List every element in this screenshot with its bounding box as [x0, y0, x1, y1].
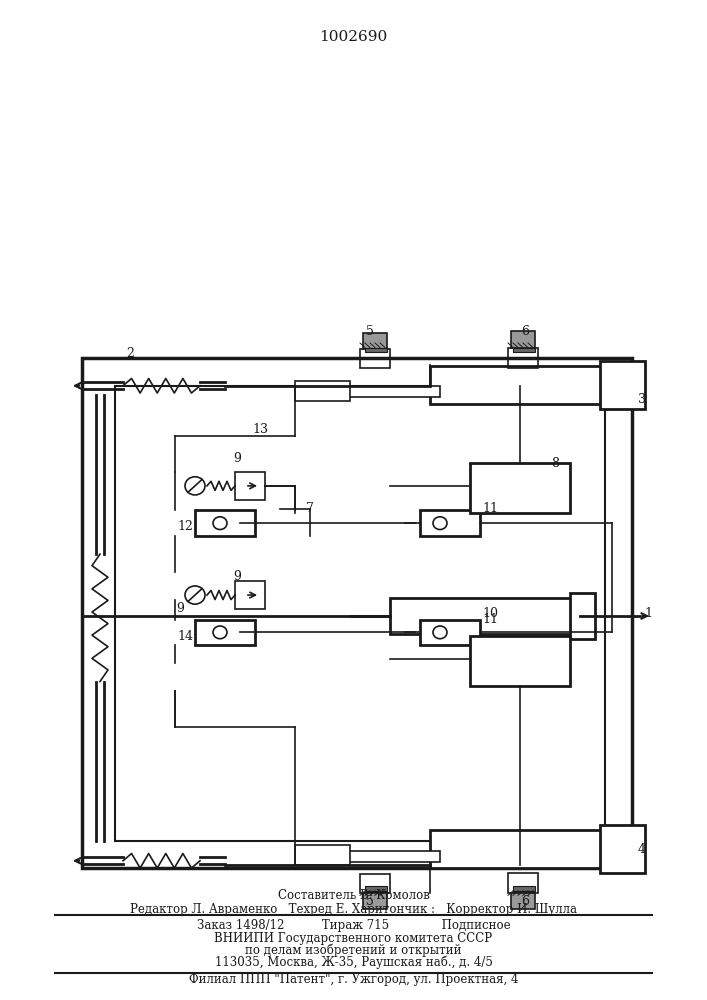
Text: 9: 9	[233, 452, 241, 465]
Bar	[115, 386, 605, 841]
Text: 8: 8	[551, 457, 559, 470]
Text: 12: 12	[177, 520, 193, 533]
Text: по делам изобретений и открытий: по делам изобретений и открытий	[245, 943, 462, 957]
Text: 6: 6	[521, 325, 529, 338]
Bar	[195, 510, 255, 536]
Text: ВНИИПИ Государственного комитета СССР: ВНИИПИ Государственного комитета СССР	[214, 932, 493, 945]
Text: 6: 6	[521, 895, 529, 908]
Text: 2: 2	[126, 347, 134, 360]
Text: Редактор Л. Авраменко   Техред Е. Харитончик :   Корректор И. Шулла: Редактор Л. Авраменко Техред Е. Харитонч…	[130, 902, 577, 916]
Bar	[295, 845, 350, 865]
Bar	[295, 381, 350, 401]
Text: 1: 1	[644, 607, 652, 620]
Bar	[340, 386, 440, 397]
Bar	[513, 348, 535, 352]
Bar	[430, 366, 610, 404]
Bar	[600, 361, 645, 408]
Text: 113035, Москва, Ж-35, Раушская наб., д. 4/5: 113035, Москва, Ж-35, Раушская наб., д. …	[214, 955, 493, 969]
Text: 9: 9	[176, 602, 184, 615]
Bar	[513, 886, 535, 891]
Bar	[360, 349, 390, 368]
Bar	[363, 893, 387, 909]
Text: Заказ 1498/12          Тираж 715              Подписное: Заказ 1498/12 Тираж 715 Подписное	[197, 919, 510, 932]
Bar	[600, 825, 645, 873]
Text: 10: 10	[482, 607, 498, 620]
Bar	[340, 851, 440, 862]
Bar	[508, 873, 538, 893]
Bar	[390, 598, 580, 634]
Bar	[82, 358, 632, 868]
Bar	[195, 620, 255, 645]
Bar	[470, 463, 570, 513]
Bar	[365, 886, 387, 891]
Bar	[420, 620, 480, 645]
Text: 11: 11	[482, 613, 498, 626]
Bar	[470, 636, 570, 686]
Text: 13: 13	[252, 423, 268, 436]
Text: 7: 7	[306, 502, 314, 515]
Bar	[360, 874, 390, 893]
Text: Составитель В. Комолов: Составитель В. Комолов	[278, 889, 429, 902]
Text: 14: 14	[177, 630, 193, 643]
Text: 11: 11	[482, 502, 498, 515]
Bar	[363, 333, 387, 349]
Bar	[508, 348, 538, 368]
Text: 4: 4	[638, 843, 646, 856]
Text: Филиал ППП "Патент", г. Ужгород, ул. Проектная, 4: Филиал ППП "Патент", г. Ужгород, ул. Про…	[189, 973, 518, 986]
Text: 9: 9	[233, 570, 241, 583]
Text: 5: 5	[366, 325, 374, 338]
Bar	[365, 348, 387, 352]
Bar	[511, 893, 535, 909]
Bar	[511, 331, 535, 348]
Bar	[570, 593, 595, 639]
Bar	[420, 510, 480, 536]
Bar	[235, 581, 265, 609]
Text: 3: 3	[638, 393, 646, 406]
Text: 5: 5	[366, 895, 374, 908]
Text: 1002690: 1002690	[320, 30, 387, 44]
Bar	[430, 830, 610, 868]
Bar	[235, 472, 265, 499]
